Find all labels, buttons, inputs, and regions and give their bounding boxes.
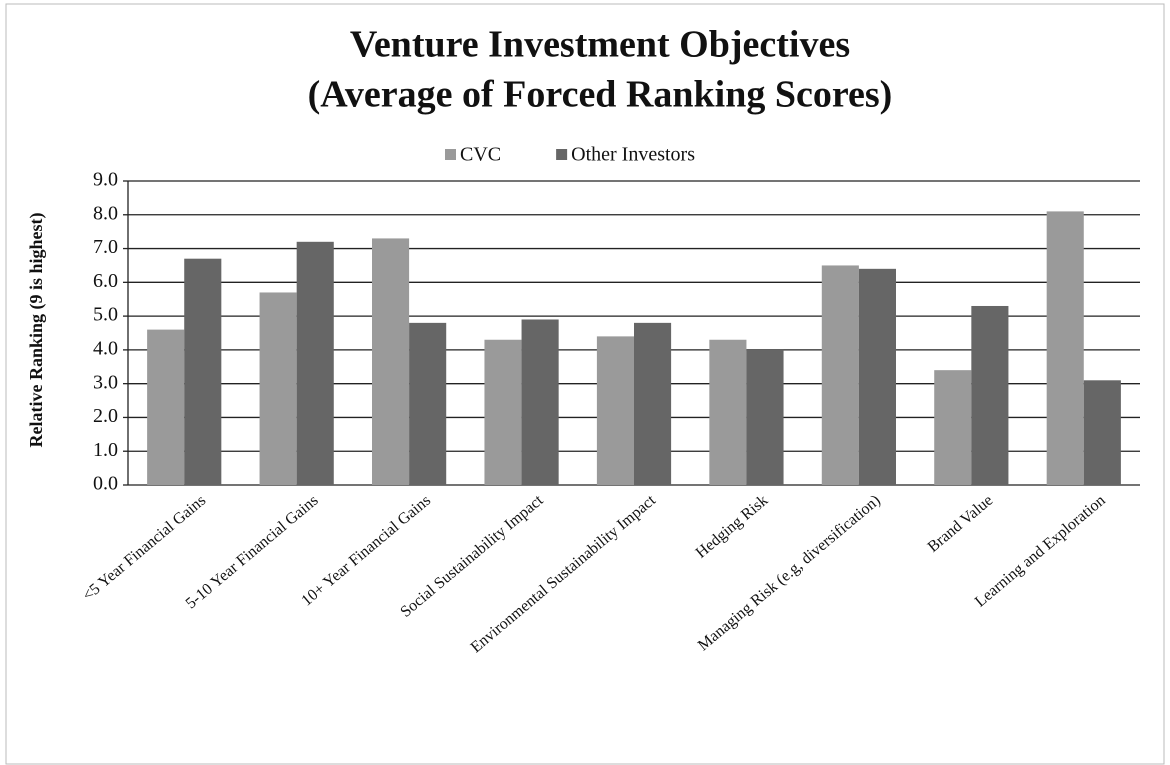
y-tick-label: 3.0 xyxy=(93,371,118,393)
y-axis-label: Relative Ranking (9 is highest) xyxy=(26,212,47,447)
legend-swatch xyxy=(556,149,568,160)
bar xyxy=(596,336,634,485)
bar xyxy=(259,292,297,485)
legend-label: CVC xyxy=(460,144,501,166)
legend-label: Other Investors xyxy=(571,144,695,166)
y-tick-label: 2.0 xyxy=(93,405,118,427)
chart-title: (Average of Forced Ranking Scores) xyxy=(308,74,893,116)
y-tick-label: 0.0 xyxy=(93,473,118,495)
y-tick-label: 9.0 xyxy=(93,169,118,191)
y-tick-label: 6.0 xyxy=(93,270,118,292)
bar xyxy=(296,241,334,485)
bar xyxy=(634,322,672,485)
chart-title: Venture Investment Objectives xyxy=(350,24,850,66)
y-tick-label: 8.0 xyxy=(93,202,118,224)
bar xyxy=(709,339,747,485)
legend-swatch xyxy=(445,149,456,160)
bar xyxy=(409,322,447,485)
bar xyxy=(746,349,784,485)
bar xyxy=(1046,211,1084,485)
bar xyxy=(858,268,896,485)
y-tick-label: 5.0 xyxy=(93,304,118,326)
bar xyxy=(934,370,972,485)
bar xyxy=(372,238,410,485)
y-tick-label: 1.0 xyxy=(93,439,118,461)
bar xyxy=(147,329,185,485)
bar xyxy=(971,305,1009,485)
y-tick-label: 4.0 xyxy=(93,337,118,359)
y-tick-label: 7.0 xyxy=(93,236,118,258)
bar xyxy=(821,265,859,485)
bar xyxy=(484,339,522,485)
bar xyxy=(521,319,559,485)
bar xyxy=(184,258,222,485)
bar xyxy=(1083,380,1121,485)
